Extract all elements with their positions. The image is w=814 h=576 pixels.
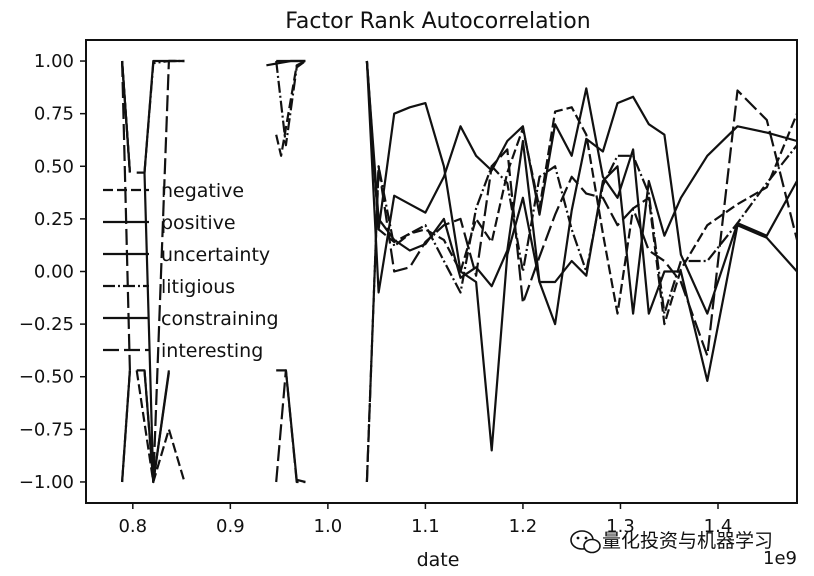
- x-axis: 0.8 0.9 1.0 1.1 1.2 1.3 1.4: [118, 503, 732, 537]
- y-tick-label: 0.00: [34, 262, 74, 283]
- y-tick-label: −1.00: [19, 472, 74, 493]
- legend-label-negative: negative: [161, 180, 244, 202]
- legend: negative positive uncertainty litigious cons…: [103, 180, 279, 362]
- x-axis-title: date: [417, 549, 460, 571]
- y-axis: 1.00 0.75 0.50 0.25 0.00 −0.25 −0.50 −0.75 −1.00: [19, 51, 86, 493]
- x-tick-label: 0.8: [118, 516, 147, 537]
- legend-label-constraining: constraining: [161, 308, 279, 330]
- series-line-constraining: [121, 59, 798, 484]
- x-tick-label: 1.4: [704, 516, 733, 537]
- legend-label-positive: positive: [161, 212, 236, 234]
- x-tick-label: 1.1: [411, 516, 440, 537]
- x-tick-label: 1.0: [314, 516, 343, 537]
- legend-label-uncertainty: uncertainty: [161, 244, 270, 266]
- series-line-interesting: [121, 59, 799, 484]
- plot-frame: [85, 39, 798, 504]
- x-tick-label: 1.2: [509, 516, 538, 537]
- legend-label-interesting: interesting: [161, 340, 263, 362]
- y-tick-label: 0.50: [34, 156, 74, 177]
- y-tick-label: 1.00: [34, 51, 74, 72]
- y-tick-label: −0.25: [19, 314, 74, 335]
- series-layer: [121, 59, 799, 484]
- series-line-negative: [121, 60, 799, 484]
- chart-title: Factor Rank Autocorrelation: [285, 9, 590, 34]
- x-tick-label: 1.3: [606, 516, 635, 537]
- y-tick-label: −0.50: [19, 367, 74, 388]
- y-tick-label: 0.25: [34, 209, 74, 230]
- x-axis-offset-label: 1e9: [763, 548, 797, 569]
- legend-label-litigious: litigious: [161, 276, 235, 298]
- y-tick-label: 0.75: [34, 104, 74, 125]
- x-tick-label: 0.9: [216, 516, 245, 537]
- wechat-logo-icon: [570, 530, 601, 554]
- watermark: 量化投资与机器学习: [570, 530, 773, 554]
- y-tick-label: −0.75: [19, 419, 74, 440]
- watermark-text: 量化投资与机器学习: [602, 530, 773, 552]
